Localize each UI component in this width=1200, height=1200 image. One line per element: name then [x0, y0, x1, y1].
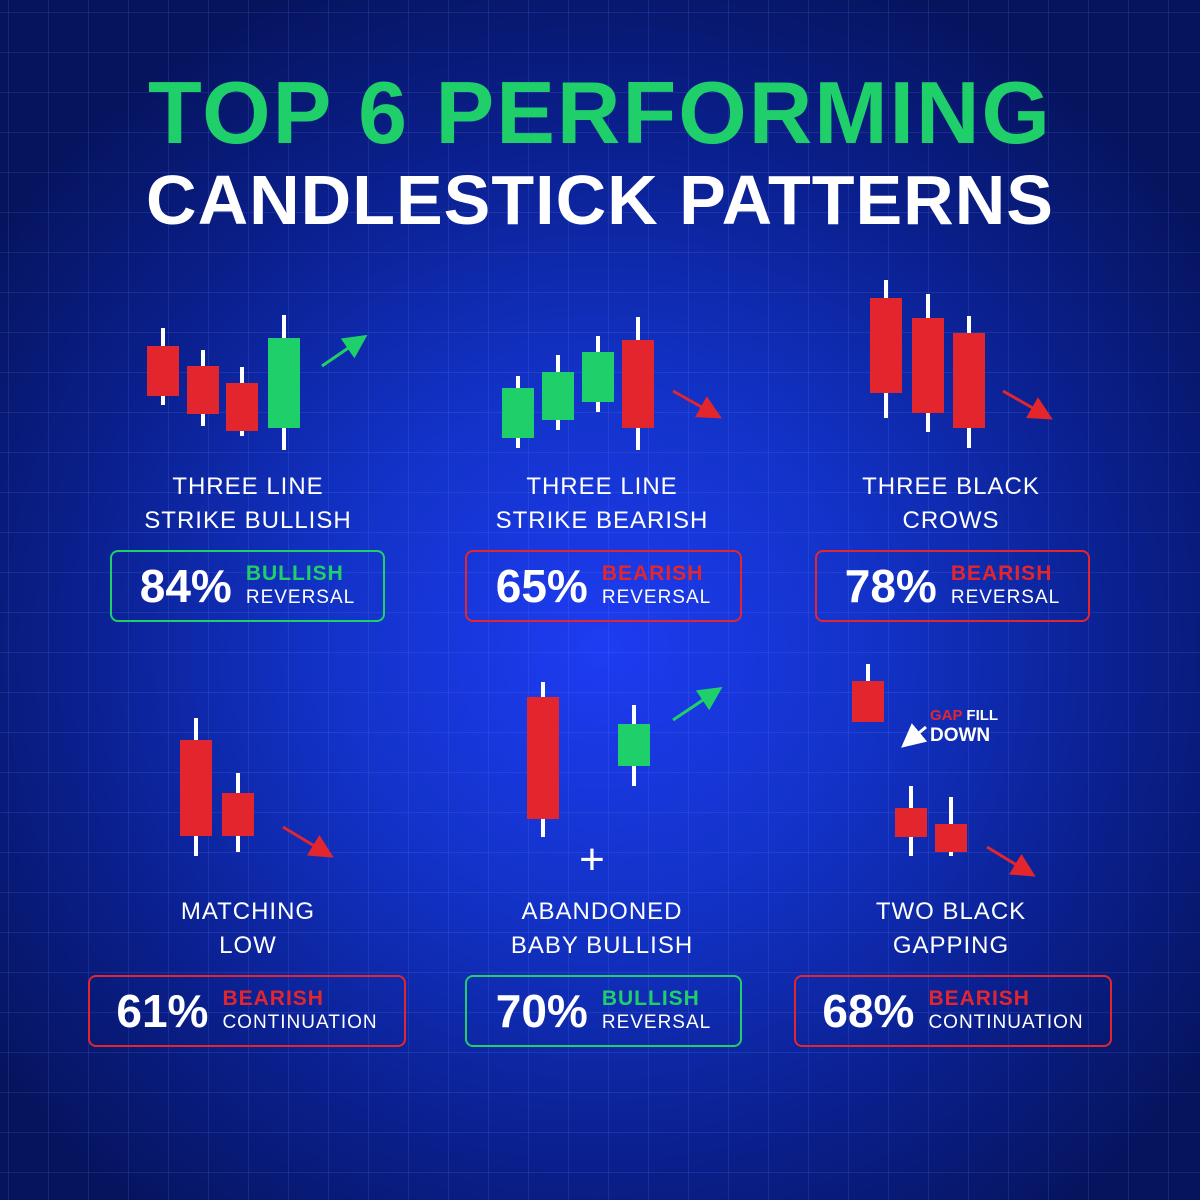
arrow-down-icon — [672, 389, 722, 419]
sentiment-label: BEARISH — [222, 987, 324, 1010]
stat-box-matching-low: 61% BEARISH CONTINUATION — [88, 975, 406, 1047]
pattern-type-label: REVERSAL — [950, 587, 1061, 608]
candle-body — [935, 824, 967, 852]
candle-body — [582, 352, 614, 402]
bearish-candle — [870, 280, 902, 418]
stat-box-three-line-strike-bearish: 65% BEARISH REVERSAL — [465, 550, 742, 622]
sentiment-label: BEARISH — [928, 987, 1030, 1010]
bullish-candle — [618, 705, 650, 786]
sentiment-label: BULLISH — [245, 562, 344, 585]
gap-fill-note: GAP FILL DOWN — [930, 706, 998, 746]
pattern-name-line-2: STRIKE BEARISH — [495, 507, 709, 534]
arrow-down-left-icon — [901, 723, 928, 748]
success-percent: 78% — [844, 560, 937, 612]
pattern-name-three-line-strike-bullish: THREE LINE STRIKE BULLISH — [88, 470, 408, 538]
candle-body — [226, 383, 258, 431]
pattern-name-matching-low: MATCHING LOW — [88, 895, 408, 963]
pattern-type-label: REVERSAL — [601, 587, 712, 608]
candle-body — [542, 372, 574, 420]
sentiment-label: BEARISH — [601, 562, 704, 585]
pattern-name-line-1: MATCHING — [180, 898, 316, 925]
candle-body — [147, 346, 179, 396]
pattern-type-label: REVERSAL — [245, 587, 356, 608]
bearish-candle — [622, 317, 654, 450]
candle-body — [622, 340, 654, 428]
sentiment-label: BULLISH — [601, 987, 700, 1010]
pattern-name-line-1: THREE LINE — [526, 473, 678, 500]
candle-body — [870, 298, 902, 393]
pattern-type-label: REVERSAL — [601, 1012, 712, 1033]
pattern-name-abandoned-baby-bullish: ABANDONED BABY BULLISH — [442, 895, 762, 963]
bearish-candle — [895, 786, 927, 856]
pattern-name-three-line-strike-bearish: THREE LINE STRIKE BEARISH — [442, 470, 762, 538]
bearish-candle — [527, 682, 559, 837]
candle-body — [953, 333, 985, 428]
candle-body — [502, 388, 534, 438]
pattern-name-line-2: LOW — [219, 932, 277, 959]
arrow-up-icon — [321, 334, 368, 368]
pattern-name-line-1: THREE BLACK — [862, 473, 1040, 500]
candle-body — [852, 681, 884, 722]
gap-word: GAP — [930, 707, 963, 724]
success-percent: 61% — [116, 985, 209, 1037]
down-word: DOWN — [930, 725, 991, 746]
title-line-2: CANDLESTICK PATTERNS — [146, 161, 1054, 239]
bullish-candle — [582, 336, 614, 412]
stat-box-abandoned-baby-bullish: 70% BULLISH REVERSAL — [465, 975, 742, 1047]
arrow-down-icon — [1002, 389, 1053, 420]
bearish-candle — [953, 316, 985, 448]
bullish-candle — [268, 315, 300, 450]
arrow-up-icon — [672, 687, 723, 722]
bearish-candle — [226, 367, 258, 436]
success-percent: 65% — [495, 560, 588, 612]
pattern-name-line-2: BABY BULLISH — [510, 932, 694, 959]
success-percent: 84% — [139, 560, 232, 612]
sentiment-label: BEARISH — [950, 562, 1053, 585]
pattern-name-line-1: TWO BLACK — [875, 898, 1027, 925]
pattern-name-two-black-gapping: TWO BLACK GAPPING — [791, 895, 1111, 963]
stat-box-two-black-gapping: 68% BEARISH CONTINUATION — [794, 975, 1112, 1047]
arrow-down-icon — [282, 825, 334, 858]
candle-body — [895, 808, 927, 837]
bearish-candle — [935, 797, 967, 856]
bearish-candle — [222, 773, 254, 852]
pattern-name-line-2: GAPPING — [892, 932, 1010, 959]
bearish-candle — [912, 294, 944, 432]
bearish-candle — [852, 664, 884, 722]
bearish-candle — [180, 718, 212, 856]
candle-body — [187, 366, 219, 414]
fill-word: FILL — [962, 707, 999, 724]
plus-sign: + — [579, 835, 605, 884]
success-percent: 70% — [495, 985, 588, 1037]
bearish-candle — [187, 350, 219, 426]
candle-body — [268, 338, 300, 428]
candle-body — [912, 318, 944, 413]
candle-body — [618, 724, 650, 766]
pattern-name-line-1: THREE LINE — [172, 473, 324, 500]
stat-box-three-black-crows: 78% BEARISH REVERSAL — [815, 550, 1090, 622]
arrow-down-icon — [986, 845, 1036, 877]
title-line-1: TOP 6 PERFORMING — [147, 63, 1052, 162]
pattern-type-label: CONTINUATION — [222, 1012, 378, 1033]
candle-body — [180, 740, 212, 836]
pattern-name-line-1: ABANDONED — [521, 898, 683, 925]
candle-body — [222, 793, 254, 836]
pattern-type-label: CONTINUATION — [928, 1012, 1084, 1033]
pattern-name-line-2: STRIKE BULLISH — [144, 507, 352, 534]
bearish-candle — [147, 328, 179, 405]
bullish-candle — [542, 355, 574, 430]
pattern-name-line-2: CROWS — [902, 507, 1000, 534]
success-percent: 68% — [822, 985, 915, 1037]
candle-body — [527, 697, 559, 819]
bullish-candle — [502, 376, 534, 448]
stat-box-three-line-strike-bullish: 84% BULLISH REVERSAL — [110, 550, 385, 622]
pattern-name-three-black-crows: THREE BLACK CROWS — [791, 470, 1111, 538]
